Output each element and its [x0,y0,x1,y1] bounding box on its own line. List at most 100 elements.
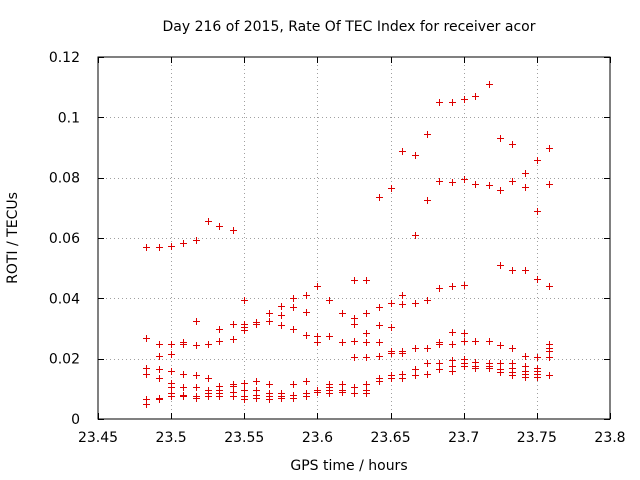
data-point [216,326,223,333]
data-point [388,185,395,192]
data-point [253,321,260,328]
data-point [339,381,346,388]
data-point [424,297,431,304]
data-point [314,283,321,290]
data-point [363,310,370,317]
x-tick-label: 23.45 [78,430,118,446]
y-axis-label: ROTI / TECUs [5,192,21,284]
data-point [472,365,479,372]
data-point [205,393,212,400]
data-point [205,341,212,348]
data-point [546,283,553,290]
data-point [497,135,504,142]
data-point [168,341,175,348]
data-point [363,339,370,346]
data-point [509,345,516,352]
data-point [253,378,260,385]
x-axis-label: GPS time / hours [290,458,407,474]
data-point [388,324,395,331]
data-point [363,277,370,284]
data-point [230,383,237,390]
data-point [303,393,310,400]
data-points [143,81,553,408]
y-tick-label: 0.1 [58,110,80,126]
data-point [266,396,273,403]
data-point [376,304,383,311]
data-point [241,380,248,387]
data-point [143,244,150,251]
data-point [534,157,541,164]
data-point [546,354,553,361]
y-tick-label: 0.12 [49,50,80,66]
data-point [522,267,529,274]
data-point [241,327,248,334]
data-point [156,375,163,382]
data-point [461,338,468,345]
data-point [376,322,383,329]
data-point [546,348,553,355]
data-point [388,300,395,307]
data-point [205,375,212,382]
data-point [193,384,200,391]
data-point [449,368,456,375]
data-point [461,330,468,337]
data-point [351,315,358,322]
data-point [412,366,419,373]
x-tick-label: 23.55 [224,430,264,446]
data-point [180,384,187,391]
data-point [436,360,443,367]
data-point [376,339,383,346]
data-point [290,295,297,302]
data-point [534,208,541,215]
data-point [216,223,223,230]
data-point [180,371,187,378]
x-tick-labels: 23.45 23.5 23.55 23.6 23.65 23.7 23.75 23.8 [78,430,626,446]
grid [98,57,610,419]
data-point [363,390,370,397]
x-tick-label: 23.8 [594,430,625,446]
data-point [522,374,529,381]
data-point [461,176,468,183]
data-point [290,395,297,402]
data-point [497,369,504,376]
data-point [497,187,504,194]
data-point [290,326,297,333]
x-tick-label: 23.6 [302,430,333,446]
data-point [290,381,297,388]
data-point [168,351,175,358]
y-tick-label: 0.06 [49,231,80,247]
data-point [230,393,237,400]
y-tick-label: 0.08 [49,171,80,187]
data-point [424,360,431,367]
data-point [193,372,200,379]
data-point [399,350,406,357]
axis-ticks [98,57,611,420]
data-point [143,365,150,372]
data-point [339,310,346,317]
data-point [143,401,150,408]
data-point [497,342,504,349]
data-point [376,194,383,201]
data-point [546,181,553,188]
data-point [376,353,383,360]
data-point [522,184,529,191]
data-point [388,350,395,357]
data-point [399,148,406,155]
data-point [449,283,456,290]
y-tick-label: 0 [71,412,80,428]
data-point [230,321,237,328]
data-point [303,309,310,316]
data-point [472,93,479,100]
data-point [290,304,297,311]
data-point [376,378,383,385]
data-point [351,321,358,328]
data-point [168,243,175,250]
data-point [143,371,150,378]
chart-title: Day 216 of 2015, Rate Of TEC Index for r… [163,19,536,35]
data-point [461,282,468,289]
data-point [522,170,529,177]
x-tick-label: 23.65 [371,430,411,446]
data-point [278,312,285,319]
data-point [156,396,163,403]
data-point [216,338,223,345]
